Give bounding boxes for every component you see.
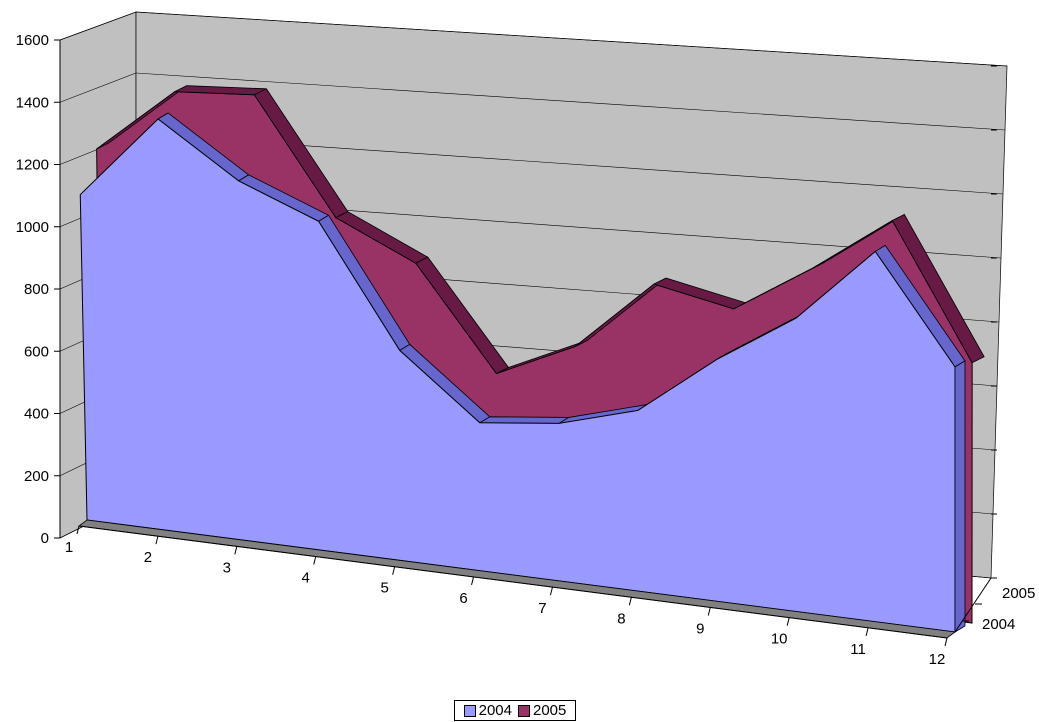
x-tick — [944, 637, 948, 647]
x-tick-label: 4 — [302, 570, 310, 587]
gridline-left — [59, 72, 137, 103]
legend-swatch-2004 — [463, 704, 476, 717]
y-tick-label: 1600 — [16, 32, 49, 49]
x-tick — [155, 536, 159, 545]
legend-label-2005: 2005 — [533, 702, 567, 719]
x-tick-label: 6 — [459, 590, 467, 607]
y-tick-label: 800 — [24, 281, 49, 298]
x-tick — [786, 617, 790, 626]
y-tick-label: 1000 — [16, 219, 49, 236]
axes: 0200400600800100012001400160012345678910… — [16, 32, 1036, 668]
x-tick-label: 1 — [65, 539, 73, 556]
x-tick-label: 2 — [144, 549, 152, 566]
y-tick-label: 1200 — [16, 157, 49, 174]
legend-swatch-2005 — [518, 704, 530, 717]
depth-tick-label: 2005 — [1002, 585, 1035, 602]
x-tick — [313, 556, 317, 565]
y-tick-label: 600 — [24, 343, 49, 360]
legend-label-2004: 2004 — [478, 702, 512, 719]
x-tick-label: 9 — [696, 620, 704, 637]
x-tick-label: 12 — [929, 651, 946, 668]
x-tick-label: 7 — [538, 600, 546, 617]
depth-axis-line — [954, 577, 992, 633]
x-tick — [707, 607, 711, 616]
x-tick-label: 10 — [771, 631, 788, 648]
x-axis-line — [78, 525, 948, 639]
y-tick-label: 0 — [41, 530, 49, 547]
legend: 2004 2005 — [454, 700, 576, 721]
x-tick — [865, 627, 869, 636]
gridline-back — [135, 72, 1006, 131]
x-tick-label: 3 — [223, 559, 231, 576]
x-tick — [392, 566, 396, 575]
series-2004-side-face — [954, 360, 966, 633]
legend-item-2004: 2004 — [463, 702, 512, 719]
x-tick — [471, 576, 475, 586]
series-2005-top-face — [891, 213, 985, 364]
x-tick — [549, 586, 553, 596]
depth-tick-label: 2004 — [982, 616, 1015, 633]
y-tick-label: 400 — [24, 406, 49, 423]
series-2004-layer — [79, 112, 966, 633]
series-2004-area — [79, 118, 956, 633]
legend-item-2005: 2005 — [518, 702, 566, 719]
x-tick-label: 8 — [617, 610, 625, 627]
gridline-back — [135, 11, 1008, 67]
gridline-left — [59, 11, 137, 41]
x-tick — [76, 525, 80, 535]
x-tick — [234, 546, 238, 555]
y-tick-label: 200 — [24, 468, 49, 485]
x-tick-label: 5 — [380, 580, 388, 597]
x-tick-label: 11 — [850, 641, 866, 658]
y-tick-label: 1400 — [16, 94, 49, 111]
x-tick — [628, 597, 632, 606]
